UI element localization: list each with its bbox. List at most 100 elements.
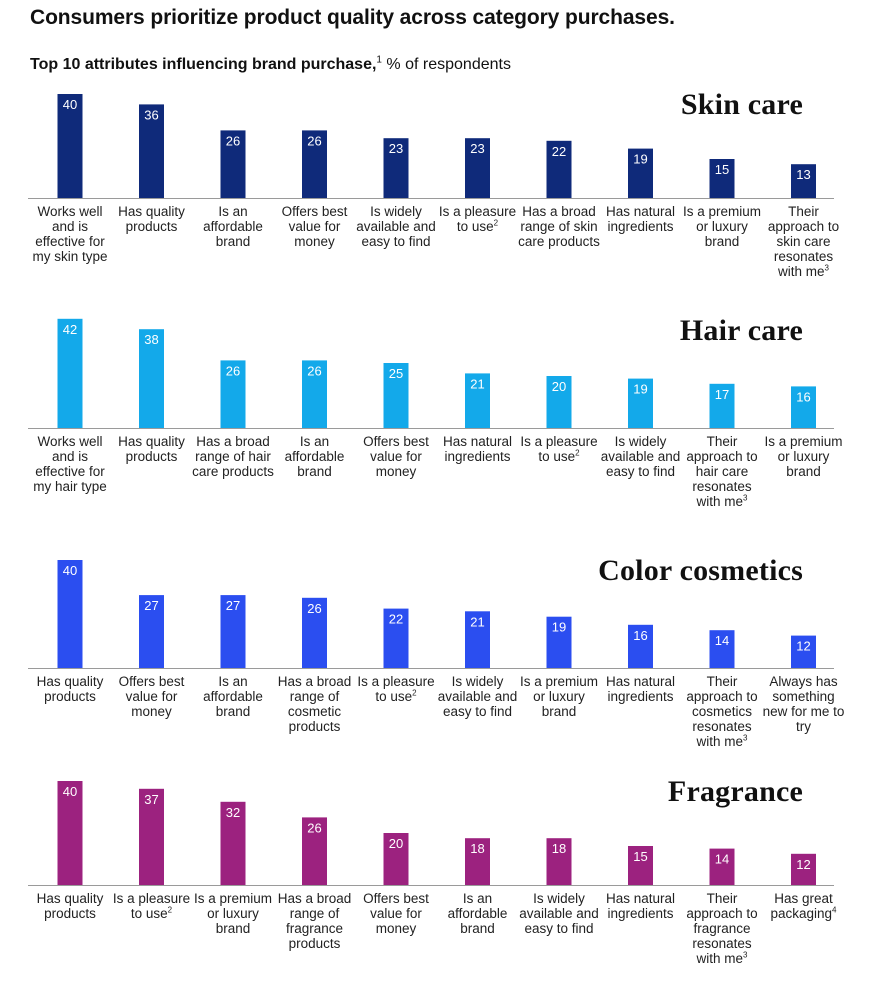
category-label: Has natural ingredients [605, 674, 676, 704]
bar-value-label: 40 [63, 563, 77, 578]
category-label: Their approach to cosmetics resonates wi… [686, 674, 758, 749]
bar [220, 360, 246, 428]
bar [465, 838, 490, 885]
page-title: Consumers prioritize product quality acr… [30, 6, 675, 29]
bar-chart: 40 37 32 26 20 18 18 15 14 12 [28, 781, 834, 886]
bar-value-label: 14 [715, 633, 729, 648]
category-label: Is an affordable brand [203, 204, 263, 249]
category-label: Works well and is effective for my hair … [33, 434, 107, 494]
bar-value-label: 26 [307, 820, 321, 835]
bar-value-label: 17 [715, 387, 729, 402]
footnote-marker: 3 [743, 950, 748, 960]
bar-value-label: 22 [389, 612, 403, 627]
category-label: Is widely available and easy to find [600, 434, 681, 479]
category-label: Has quality products [36, 891, 104, 921]
category-label: Is a pleasure to use2 [112, 891, 191, 921]
bar-value-label: 16 [796, 389, 810, 404]
bar-value-label: 19 [633, 382, 647, 397]
bar [139, 329, 164, 428]
bar [628, 846, 653, 885]
fragrance-panel: 40 37 32 26 20 18 18 15 14 12 Fragrance Has quali… [0, 773, 875, 983]
bar-value-label: 27 [144, 598, 158, 613]
bar-value-label: 26 [307, 363, 321, 378]
bar-value-label: 42 [63, 322, 77, 337]
bar-value-label: 19 [552, 620, 566, 635]
bar-value-label: 14 [715, 852, 729, 867]
bar-value-label: 20 [552, 379, 566, 394]
panel-title: Color cosmetics [598, 554, 803, 587]
footnote-marker: 3 [824, 263, 829, 273]
category-label: Is an affordable brand [447, 891, 508, 936]
footnote-marker: 2 [412, 688, 417, 698]
bar-value-label: 22 [552, 144, 566, 159]
category-label: Has quality products [118, 434, 185, 464]
bar-value-label: 16 [633, 628, 647, 643]
bar [546, 616, 572, 668]
bar-value-label: 26 [226, 363, 240, 378]
bar [791, 386, 816, 428]
category-label: Is a pleasure to use2 [520, 434, 598, 464]
footnote-marker: 2 [493, 218, 499, 228]
bar-value-label: 26 [307, 133, 321, 148]
bar [465, 373, 490, 428]
bar-value-label: 18 [470, 841, 484, 856]
bar [57, 318, 83, 428]
bar-value-label: 26 [307, 601, 321, 616]
subtitle-unit: % of respondents [381, 56, 511, 73]
category-label: Has quality products [36, 674, 104, 704]
bar-value-label: 27 [226, 598, 240, 613]
category-label: Has a broad range of fragrance products [277, 891, 352, 951]
category-label: Is a premium or luxury brand [519, 674, 599, 719]
category-label: Has a broad range of skin care products [518, 204, 600, 249]
bar-value-label: 12 [796, 857, 810, 872]
category-label: Is a premium or luxury brand [764, 434, 843, 479]
bar-value-label: 23 [389, 141, 403, 156]
bar-value-label: 23 [470, 141, 484, 156]
bar [57, 560, 83, 668]
category-label: Has quality products [118, 204, 185, 234]
bar-chart: 42 38 26 26 25 21 20 19 17 16 [28, 318, 834, 429]
panel-title: Skin care [680, 88, 803, 121]
hair-care-panel: 42 38 26 26 25 21 20 19 17 16 Hair care Works wel… [0, 312, 875, 522]
category-label: Is widely available and easy to find [356, 204, 436, 249]
bar [709, 848, 735, 885]
bar-value-label: 36 [144, 107, 158, 122]
category-label: Their approach to hair care resonates wi… [686, 434, 758, 509]
bar [220, 130, 246, 198]
bar [546, 376, 572, 428]
category-label: Offers best value for money [281, 204, 348, 249]
bar [302, 360, 327, 428]
bar-value-label: 15 [715, 162, 729, 177]
color-cosmetics-panel: 40 27 27 26 22 21 19 16 14 12 Color cosmetics Has… [0, 552, 875, 757]
bar [709, 159, 735, 198]
bar [709, 383, 735, 428]
bar-value-label: 38 [144, 332, 158, 347]
bar [546, 140, 572, 198]
bar-value-label: 12 [796, 639, 810, 654]
bar-value-label: 26 [226, 133, 240, 148]
bar [791, 853, 816, 885]
bar [139, 788, 164, 885]
bar [709, 630, 735, 668]
bar-value-label: 25 [389, 366, 403, 381]
footnote-marker: 2 [575, 448, 580, 458]
bar [302, 597, 327, 668]
bar [791, 164, 816, 198]
bar [57, 781, 83, 885]
bar-chart: 40 27 27 26 22 21 19 16 14 12 [28, 560, 834, 669]
category-label: Their approach to fragrance resonates wi… [686, 891, 758, 966]
bar-value-label: 21 [470, 614, 484, 629]
bar-value-label: 13 [796, 167, 810, 182]
subtitle-footnote-marker: 1 [376, 54, 382, 66]
panel-title: Hair care [679, 314, 803, 347]
footnote-marker: 2 [167, 905, 173, 915]
category-label: Is an affordable brand [203, 674, 263, 719]
category-label: Offers best value for money [118, 674, 185, 719]
category-label: Has natural ingredients [442, 434, 513, 464]
panel-title: Fragrance [667, 775, 803, 808]
bar [57, 94, 83, 198]
bar [383, 833, 409, 885]
subtitle-main: Top 10 attributes influencing brand purc… [30, 56, 377, 73]
category-label: Has great packaging4 [770, 891, 837, 921]
category-label: Has a broad range of hair care products [192, 434, 274, 479]
